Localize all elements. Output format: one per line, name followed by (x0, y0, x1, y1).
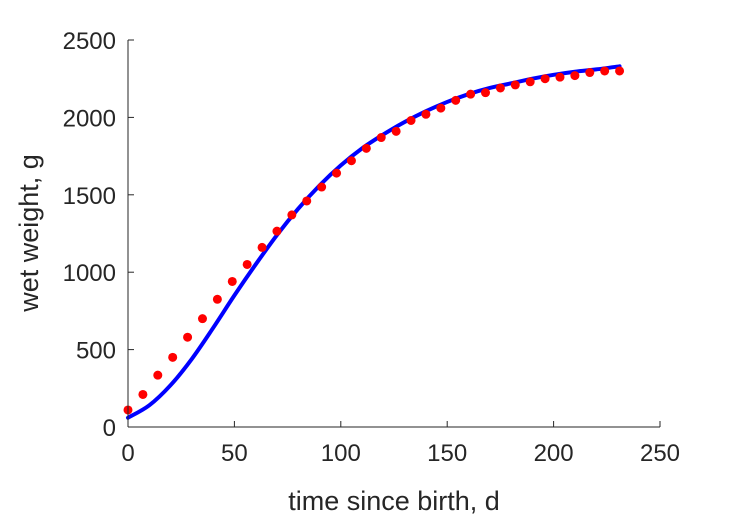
data-point (436, 103, 446, 113)
data-points (123, 66, 625, 415)
data-point (183, 332, 193, 342)
y-tick-label: 2000 (63, 105, 116, 132)
data-point (317, 182, 327, 192)
y-tick-label: 500 (76, 338, 116, 365)
data-point (600, 66, 610, 76)
data-point (242, 259, 252, 269)
data-point (585, 68, 595, 78)
x-tick-label: 50 (221, 440, 248, 467)
axes (127, 40, 660, 428)
data-point (302, 196, 312, 206)
data-point (406, 115, 416, 125)
data-point (138, 389, 148, 399)
data-point (540, 74, 550, 84)
data-point (257, 242, 267, 252)
y-tick-label: 1500 (63, 183, 116, 210)
plot-lines (126, 64, 622, 420)
model-curve-line (126, 64, 622, 420)
data-point (212, 294, 222, 304)
data-point (272, 226, 282, 236)
x-axis-label: time since birth, d (288, 486, 500, 516)
data-point (376, 133, 386, 143)
y-ticks: 0 500 1000 1500 2000 2500 (63, 28, 134, 442)
x-tick-label: 100 (321, 440, 361, 467)
x-tick-label: 200 (534, 440, 574, 467)
x-tick-label: 250 (640, 440, 680, 467)
data-point (525, 77, 535, 87)
data-point (227, 276, 237, 286)
x-tick-label: 0 (121, 440, 134, 467)
data-point (451, 95, 461, 105)
data-point (615, 66, 625, 76)
data-point (361, 143, 371, 153)
data-point (466, 89, 476, 99)
data-point (570, 71, 580, 81)
data-point (421, 109, 431, 119)
data-point (287, 210, 297, 220)
data-point (555, 72, 565, 82)
y-axis-label: wet weight, g (14, 154, 44, 313)
data-point (332, 168, 342, 178)
data-point (346, 156, 356, 166)
y-tick-label: 0 (103, 415, 116, 442)
y-tick-label: 1000 (63, 260, 116, 287)
data-point (495, 83, 505, 93)
x-ticks: 0 50 100 150 200 250 (121, 421, 680, 467)
data-point (391, 126, 401, 136)
x-tick-label: 150 (427, 440, 467, 467)
data-point (168, 352, 178, 362)
data-point (510, 80, 520, 90)
data-point (197, 314, 207, 324)
data-point (481, 88, 491, 98)
data-point (153, 370, 163, 380)
y-tick-label: 2500 (63, 28, 116, 55)
